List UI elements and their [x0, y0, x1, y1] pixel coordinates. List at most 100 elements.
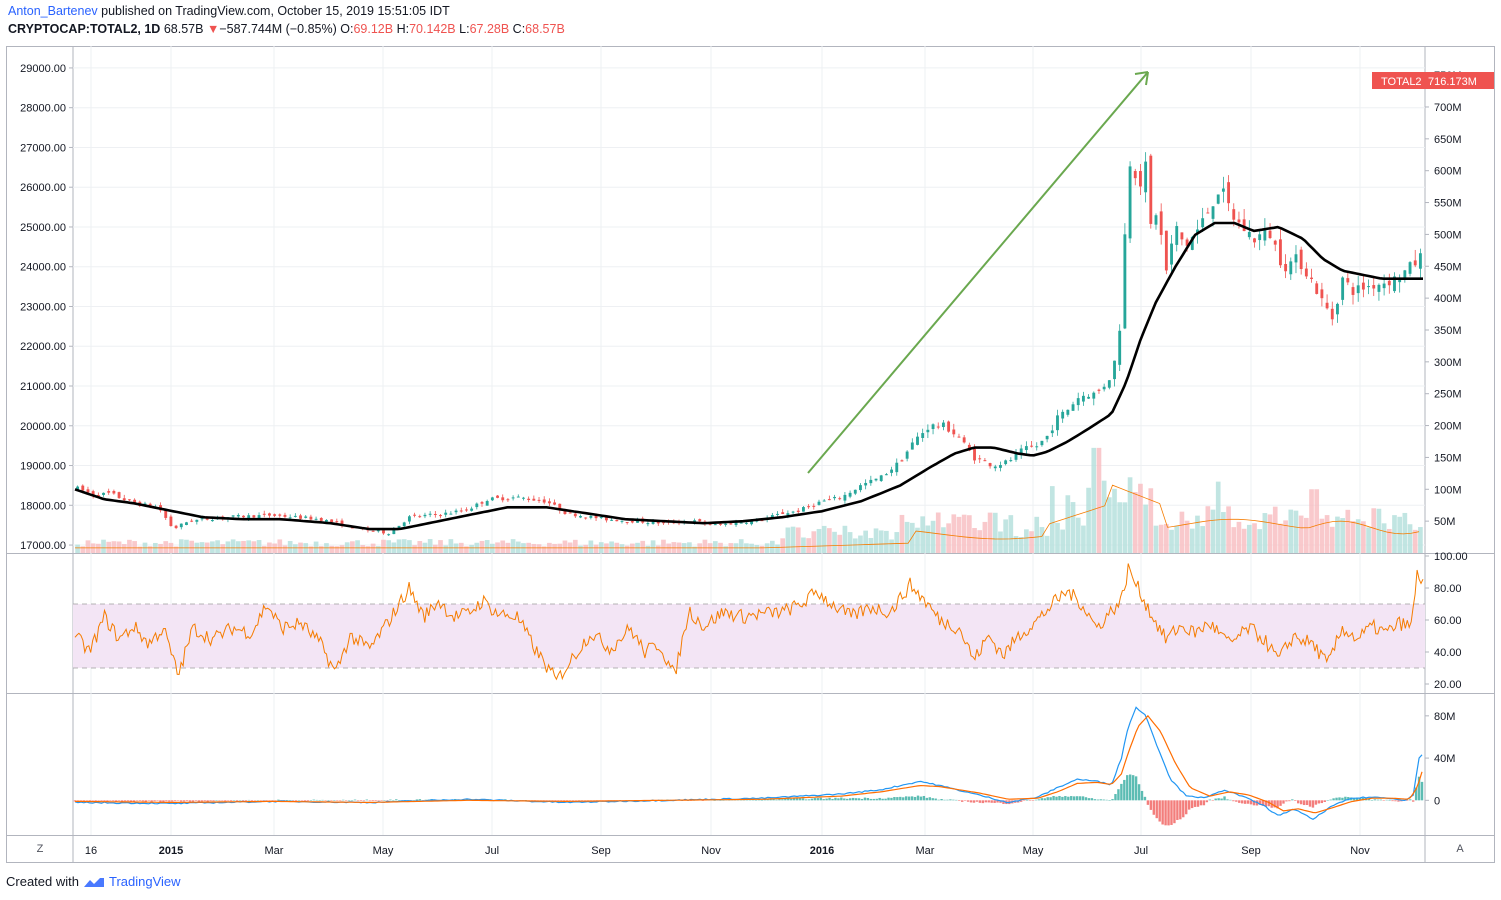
candle-body: [926, 429, 930, 433]
volume-bar: [998, 531, 1003, 553]
candle-body: [1216, 194, 1220, 204]
volume-bar: [178, 539, 184, 553]
volume-bar: [692, 546, 697, 553]
macd-histogram-bar: [377, 800, 380, 801]
volume-bar: [1148, 488, 1154, 553]
macd-histogram-bar: [138, 800, 142, 801]
volume-bar: [432, 544, 438, 553]
macd-histogram-bar: [1373, 799, 1377, 801]
macd-histogram-bar: [831, 798, 834, 801]
macd-histogram-bar: [1267, 800, 1270, 807]
candle-body: [604, 516, 608, 521]
macd-histogram-bar: [324, 800, 327, 801]
rsi-tick-label: 60.00: [1434, 615, 1462, 627]
macd-histogram-bar: [1096, 799, 1099, 801]
candle-body: [1201, 218, 1205, 228]
macd-histogram-bar: [1382, 800, 1385, 801]
volume-bar: [1412, 529, 1418, 553]
macd-histogram-bar: [1179, 800, 1182, 820]
author-link[interactable]: Anton_Bartenev: [8, 4, 98, 18]
volume-bar: [1418, 527, 1423, 553]
candle-body: [1330, 308, 1334, 320]
macd-histogram-bar: [1252, 800, 1256, 806]
macd-histogram-bar: [1302, 800, 1306, 806]
macd-histogram-bar: [174, 800, 177, 802]
candle-body: [459, 510, 463, 512]
volume-bar: [806, 538, 811, 553]
candle-body: [195, 519, 199, 522]
symbol-badge-label: TOTAL2: [1381, 76, 1422, 88]
candle-body: [1154, 215, 1158, 225]
macd-histogram-bar: [955, 799, 958, 801]
candle-body: [340, 520, 344, 527]
volume-bar: [780, 538, 786, 553]
macd-histogram-bar: [247, 799, 251, 801]
macd-histogram-bar: [1037, 799, 1041, 801]
candle-body: [1377, 284, 1381, 292]
candle-body: [1081, 395, 1085, 402]
volume-bar: [1189, 528, 1195, 553]
volume-tick-label: 200M: [1434, 421, 1462, 433]
macd-histogram-bar: [1137, 784, 1141, 801]
macd-histogram-bar: [1411, 800, 1415, 802]
volume-bar: [847, 532, 853, 553]
macd-histogram-bar: [1070, 796, 1073, 801]
macd-histogram-bar: [940, 798, 943, 801]
volume-bar: [1003, 519, 1008, 553]
macd-histogram-bar: [1061, 796, 1064, 801]
volume-bar: [873, 528, 879, 553]
volume-bar: [277, 539, 283, 553]
macd-histogram-bar: [362, 800, 366, 801]
volume-bar: [842, 525, 848, 553]
timezone-button[interactable]: Z: [36, 843, 44, 855]
symbol-label[interactable]: CRYPTOCAP:TOTAL2, 1D: [8, 22, 161, 36]
candle-body: [1118, 330, 1122, 365]
auto-scale-button[interactable]: A: [1456, 843, 1464, 855]
candle-body: [1294, 254, 1298, 263]
volume-bar: [355, 540, 360, 553]
macd-histogram-bar: [262, 800, 265, 801]
volume-bar: [578, 545, 583, 553]
macd-histogram-bar: [1229, 799, 1232, 801]
macd-histogram-bar: [256, 800, 259, 801]
volume-bar: [1319, 518, 1325, 553]
macd-histogram-bar: [899, 796, 902, 801]
volume-bar: [619, 544, 625, 553]
macd-histogram-bar: [807, 799, 811, 801]
macd-histogram-bar: [1105, 799, 1108, 801]
volume-bar: [1231, 527, 1237, 553]
candle-body: [1356, 285, 1360, 294]
volume-bar: [961, 514, 967, 553]
volume-bar: [412, 545, 417, 553]
candle-body: [1232, 209, 1236, 220]
candle-body: [1336, 303, 1339, 315]
macd-histogram-bar: [1243, 800, 1247, 804]
macd-histogram-bar: [837, 798, 840, 801]
macd-histogram-bar: [1211, 800, 1214, 801]
volume-bar: [116, 541, 122, 553]
volume-bar: [1402, 512, 1408, 553]
macd-histogram-bar: [1420, 781, 1424, 801]
macd-histogram-bar: [775, 799, 778, 801]
close-label: C:: [512, 22, 526, 36]
macd-histogram-bar: [1052, 795, 1055, 801]
macd-histogram-bar: [1323, 800, 1326, 802]
candle-body: [568, 512, 572, 514]
volume-bar: [1065, 495, 1071, 553]
volume-bar: [837, 534, 843, 553]
volume-bar: [930, 520, 936, 553]
volume-bar: [925, 525, 931, 553]
volume-tick-label: 400M: [1434, 293, 1462, 305]
macd-histogram-bar: [182, 800, 186, 802]
macd-histogram-bar: [1087, 798, 1091, 801]
candle-body: [646, 523, 650, 525]
macd-histogram-bar: [380, 800, 383, 801]
candle-body: [1087, 396, 1091, 399]
macd-histogram-bar: [1093, 799, 1097, 801]
macd-histogram-bar: [952, 799, 955, 801]
candle-body: [1221, 188, 1225, 192]
macd-histogram-bar: [100, 800, 103, 801]
macd-histogram-bar: [303, 800, 307, 802]
tradingview-brand[interactable]: TradingView: [108, 874, 181, 889]
